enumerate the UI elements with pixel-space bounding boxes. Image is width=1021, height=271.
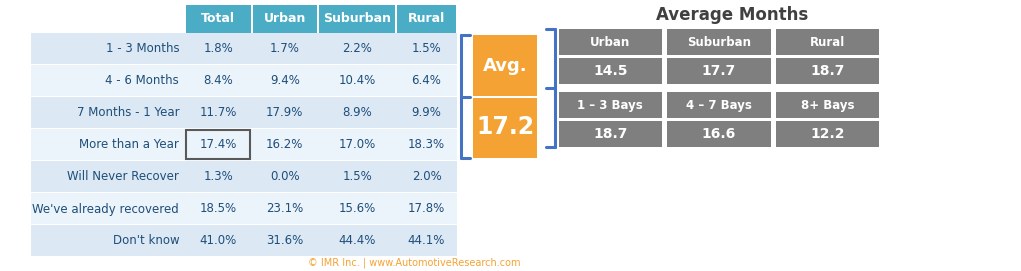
Text: 8.4%: 8.4% <box>203 75 233 88</box>
Text: Average Months: Average Months <box>657 6 809 24</box>
FancyBboxPatch shape <box>319 5 395 33</box>
Text: 4 - 6 Months: 4 - 6 Months <box>105 75 179 88</box>
FancyBboxPatch shape <box>776 92 879 118</box>
Text: Rural: Rural <box>810 36 845 49</box>
Text: 17.9%: 17.9% <box>266 107 303 120</box>
Text: 7 Months - 1 Year: 7 Months - 1 Year <box>77 107 179 120</box>
Text: Don't know: Don't know <box>112 234 179 247</box>
Text: Will Never Recover: Will Never Recover <box>67 170 179 183</box>
Text: 1.5%: 1.5% <box>342 170 372 183</box>
Text: 4 – 7 Bays: 4 – 7 Bays <box>686 98 751 111</box>
Text: 31.6%: 31.6% <box>266 234 303 247</box>
Text: 1.3%: 1.3% <box>203 170 233 183</box>
Text: Rural: Rural <box>408 12 445 25</box>
Text: 9.9%: 9.9% <box>411 107 441 120</box>
Text: 9.4%: 9.4% <box>270 75 300 88</box>
FancyBboxPatch shape <box>186 5 250 33</box>
Text: 1.7%: 1.7% <box>270 43 300 56</box>
Text: 8.9%: 8.9% <box>342 107 372 120</box>
Text: 18.3%: 18.3% <box>408 138 445 151</box>
Text: 15.6%: 15.6% <box>339 202 376 215</box>
Text: 1 - 3 Months: 1 - 3 Months <box>105 43 179 56</box>
Text: 6.4%: 6.4% <box>411 75 441 88</box>
Text: 23.1%: 23.1% <box>266 202 303 215</box>
FancyBboxPatch shape <box>558 121 663 147</box>
FancyBboxPatch shape <box>31 225 456 256</box>
FancyBboxPatch shape <box>558 29 663 55</box>
Text: Suburban: Suburban <box>323 12 391 25</box>
Text: 18.5%: 18.5% <box>200 202 237 215</box>
Text: 1.8%: 1.8% <box>203 43 233 56</box>
Text: 17.0%: 17.0% <box>339 138 376 151</box>
FancyBboxPatch shape <box>186 130 249 159</box>
FancyBboxPatch shape <box>667 29 771 55</box>
Text: 17.4%: 17.4% <box>200 138 237 151</box>
FancyBboxPatch shape <box>31 33 456 64</box>
Text: 18.7: 18.7 <box>593 127 628 141</box>
Text: 17.2: 17.2 <box>476 115 534 139</box>
Text: 14.5: 14.5 <box>593 64 628 78</box>
FancyBboxPatch shape <box>558 92 663 118</box>
Text: 17.7: 17.7 <box>701 64 736 78</box>
FancyBboxPatch shape <box>474 98 537 158</box>
Text: More than a Year: More than a Year <box>80 138 179 151</box>
Text: 1 – 3 Bays: 1 – 3 Bays <box>578 98 643 111</box>
FancyBboxPatch shape <box>31 129 456 160</box>
Text: 12.2: 12.2 <box>810 127 844 141</box>
FancyBboxPatch shape <box>667 58 771 84</box>
Text: 8+ Bays: 8+ Bays <box>800 98 855 111</box>
Text: 41.0%: 41.0% <box>200 234 237 247</box>
FancyBboxPatch shape <box>252 5 318 33</box>
FancyBboxPatch shape <box>776 29 879 55</box>
Text: 0.0%: 0.0% <box>270 170 299 183</box>
Text: 18.7: 18.7 <box>811 64 844 78</box>
FancyBboxPatch shape <box>31 65 456 96</box>
FancyBboxPatch shape <box>31 97 456 128</box>
FancyBboxPatch shape <box>474 35 537 95</box>
FancyBboxPatch shape <box>776 121 879 147</box>
Text: Avg.: Avg. <box>483 57 528 75</box>
Text: 44.4%: 44.4% <box>338 234 376 247</box>
Text: 16.6: 16.6 <box>701 127 736 141</box>
FancyBboxPatch shape <box>667 121 771 147</box>
Text: 16.2%: 16.2% <box>266 138 303 151</box>
Text: Urban: Urban <box>263 12 306 25</box>
Text: Urban: Urban <box>590 36 631 49</box>
Text: 1.5%: 1.5% <box>411 43 441 56</box>
Text: 44.1%: 44.1% <box>407 234 445 247</box>
FancyBboxPatch shape <box>31 193 456 224</box>
FancyBboxPatch shape <box>558 58 663 84</box>
FancyBboxPatch shape <box>667 92 771 118</box>
FancyBboxPatch shape <box>397 5 456 33</box>
Text: Total: Total <box>201 12 235 25</box>
FancyBboxPatch shape <box>776 58 879 84</box>
Text: 2.0%: 2.0% <box>411 170 441 183</box>
Text: 10.4%: 10.4% <box>339 75 376 88</box>
Text: 17.8%: 17.8% <box>408 202 445 215</box>
Text: © IMR Inc. | www.AutomotiveResearch.com: © IMR Inc. | www.AutomotiveResearch.com <box>307 258 520 268</box>
Text: We've already recovered: We've already recovered <box>33 202 179 215</box>
Text: 11.7%: 11.7% <box>200 107 237 120</box>
Text: 2.2%: 2.2% <box>342 43 372 56</box>
FancyBboxPatch shape <box>31 161 456 192</box>
Text: Suburban: Suburban <box>687 36 750 49</box>
